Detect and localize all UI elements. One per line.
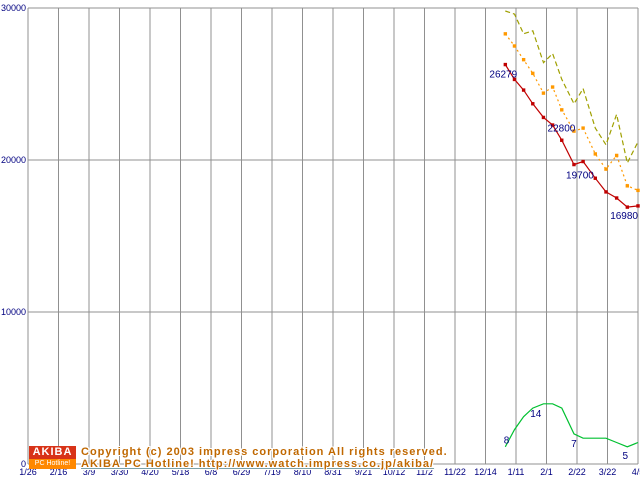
x-axis-label: 4/20 bbox=[141, 467, 159, 477]
x-axis-label: 8/31 bbox=[324, 467, 342, 477]
akiba-logo-subtitle: PC Hotline! bbox=[29, 459, 76, 469]
y-axis-label: 10000 bbox=[1, 307, 26, 317]
x-axis-label: 3/30 bbox=[111, 467, 129, 477]
marker-lowest-price bbox=[636, 204, 640, 208]
x-axis-label: 11/22 bbox=[444, 467, 466, 477]
marker-lowest-price bbox=[625, 205, 630, 209]
x-axis-label: 4/5 bbox=[632, 467, 640, 477]
series-shop-count bbox=[504, 403, 639, 448]
marker-lowest-price bbox=[531, 102, 535, 106]
marker-lowest-price bbox=[581, 159, 585, 164]
watermark: AKIBA PC Hotline! Copyright (c) 2003 imp… bbox=[29, 446, 448, 470]
marker-lowest-price bbox=[572, 162, 576, 167]
copyright-block: Copyright (c) 2003 impress corporation A… bbox=[81, 446, 448, 470]
marker-lowest-price bbox=[604, 190, 608, 194]
marker-average-price bbox=[572, 129, 576, 133]
site-url-line: AKIBA PC Hotline! http://www.watch.impre… bbox=[81, 458, 448, 470]
marker-lowest-price bbox=[541, 115, 546, 120]
y-axis-label: 30000 bbox=[1, 3, 26, 13]
value-label: 14 bbox=[530, 409, 542, 420]
marker-lowest-price bbox=[614, 196, 619, 200]
value-label: 22800 bbox=[548, 123, 576, 134]
akiba-logo: AKIBA PC Hotline! bbox=[29, 446, 76, 469]
value-label: 16980 bbox=[610, 211, 638, 222]
x-axis-label: 6/29 bbox=[233, 467, 251, 477]
x-axis-label: 1/26 bbox=[19, 467, 37, 477]
site-url-text: AKIBA PC Hotline! http://www.watch.impre… bbox=[81, 458, 435, 470]
marker-average-price bbox=[541, 91, 546, 95]
marker-average-price bbox=[625, 184, 630, 188]
x-axis-label: 9/21 bbox=[355, 467, 373, 477]
x-axis-label: 2/22 bbox=[568, 467, 586, 477]
x-axis-label: 1/11 bbox=[508, 467, 525, 477]
y-axis-label: 20000 bbox=[1, 155, 26, 165]
x-axis-label: 3/9 bbox=[83, 467, 96, 477]
x-axis-label: 8/10 bbox=[294, 467, 312, 477]
marker-average-price bbox=[550, 85, 555, 89]
value-label: 26279 bbox=[489, 70, 517, 81]
marker-average-price bbox=[581, 126, 585, 130]
series-average-price bbox=[504, 33, 639, 191]
series-highest-price bbox=[505, 10, 639, 165]
x-axis-label: 12/14 bbox=[474, 467, 497, 477]
series-lowest-price bbox=[504, 64, 639, 208]
marker-average-price bbox=[521, 57, 526, 62]
x-axis-label: 7/19 bbox=[263, 467, 281, 477]
x-axis-label: 10/12 bbox=[383, 467, 406, 477]
x-axis-label: 11/2 bbox=[416, 467, 433, 477]
marker-average-price bbox=[604, 167, 608, 171]
marker-average-price bbox=[503, 32, 508, 36]
marker-lowest-price bbox=[593, 176, 597, 180]
x-axis-label: 5/18 bbox=[172, 467, 190, 477]
marker-average-price bbox=[560, 108, 564, 112]
marker-average-price bbox=[512, 44, 517, 48]
x-axis-label: 6/8 bbox=[205, 467, 218, 477]
value-label: 5 bbox=[623, 451, 629, 462]
marker-average-price bbox=[531, 71, 535, 76]
x-axis-label: 3/22 bbox=[599, 467, 617, 477]
copyright-line: Copyright (c) 2003 impress corporation A… bbox=[81, 446, 448, 458]
value-label: 19700 bbox=[566, 171, 594, 182]
marker-average-price bbox=[614, 153, 619, 158]
marker-lowest-price bbox=[550, 123, 555, 127]
x-axis-label: 2/16 bbox=[50, 467, 68, 477]
marker-lowest-price bbox=[560, 138, 564, 142]
y-axis-label: 0 bbox=[21, 459, 26, 469]
marker-lowest-price bbox=[512, 77, 517, 82]
akiba-logo-title: AKIBA bbox=[29, 446, 76, 459]
marker-average-price bbox=[593, 152, 597, 156]
marker-lowest-price bbox=[503, 62, 508, 67]
marker-lowest-price bbox=[521, 88, 526, 92]
marker-average-price bbox=[636, 188, 640, 193]
x-axis-label: 2/1 bbox=[540, 467, 553, 477]
value-label: 8 bbox=[504, 436, 510, 447]
value-label: 7 bbox=[571, 439, 577, 450]
